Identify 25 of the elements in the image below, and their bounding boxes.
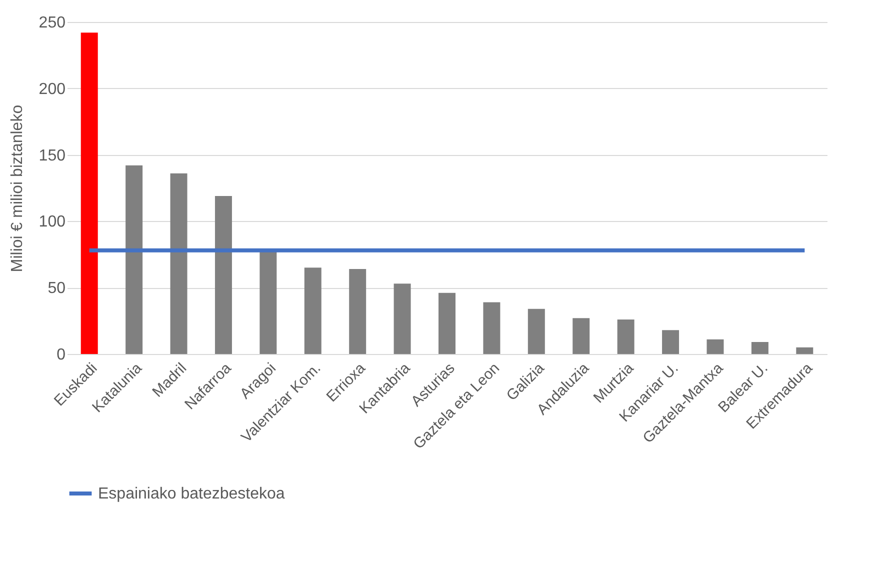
legend-label: Espainiako batezbestekoa xyxy=(98,486,285,502)
y-tick-label: 50 xyxy=(48,280,66,298)
y-tick-label: 150 xyxy=(38,147,66,164)
bar xyxy=(349,269,366,354)
bar xyxy=(528,308,545,354)
bar xyxy=(170,173,188,354)
bar xyxy=(394,284,411,354)
bar xyxy=(438,292,456,354)
y-tick-label: 250 xyxy=(38,14,66,32)
bar xyxy=(796,347,814,354)
bar xyxy=(662,330,680,354)
bar xyxy=(260,252,277,354)
y-tick-label: 100 xyxy=(38,214,66,231)
bar xyxy=(126,165,143,354)
y-tick-label: 0 xyxy=(56,346,66,364)
y-axis-title: Milioi € milioi biztanleko xyxy=(8,104,26,272)
bar xyxy=(483,302,500,354)
bar xyxy=(214,196,232,354)
bar xyxy=(751,342,768,354)
bar xyxy=(706,339,724,354)
bar xyxy=(572,318,590,354)
bar xyxy=(304,268,322,354)
y-tick-label: 200 xyxy=(38,80,66,98)
bar xyxy=(617,319,634,354)
bar xyxy=(80,32,98,354)
